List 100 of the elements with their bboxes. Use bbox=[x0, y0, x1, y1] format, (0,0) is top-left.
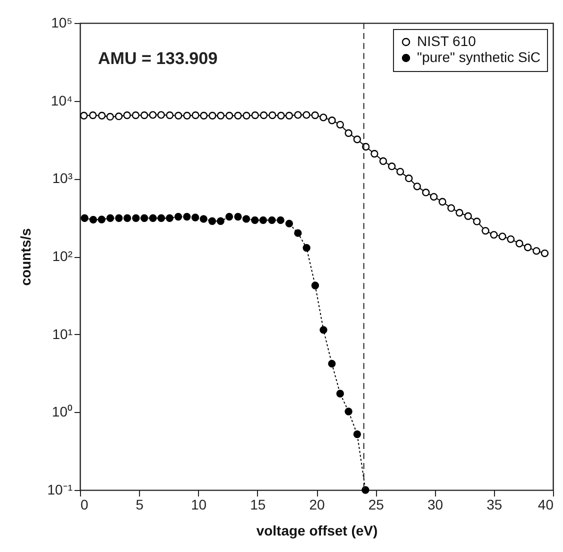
point bbox=[396, 168, 404, 176]
y-axis-title: counts/s bbox=[17, 228, 34, 286]
point bbox=[166, 214, 174, 222]
point bbox=[379, 157, 388, 165]
point bbox=[294, 111, 302, 119]
point bbox=[140, 111, 148, 120]
point bbox=[226, 112, 234, 120]
point bbox=[353, 136, 362, 144]
point bbox=[413, 182, 421, 190]
y-tick-label: 10³ bbox=[52, 170, 73, 186]
point bbox=[183, 112, 191, 120]
point bbox=[516, 240, 524, 248]
point bbox=[251, 111, 259, 120]
y-tick-label: 10⁴ bbox=[50, 92, 72, 108]
point bbox=[191, 214, 200, 222]
point bbox=[157, 111, 165, 119]
point bbox=[123, 111, 131, 120]
point bbox=[174, 112, 182, 120]
point bbox=[311, 282, 320, 290]
point bbox=[320, 326, 328, 334]
point bbox=[277, 112, 285, 120]
point bbox=[344, 129, 352, 137]
point bbox=[438, 198, 446, 206]
point bbox=[268, 111, 276, 120]
point bbox=[123, 214, 132, 222]
point bbox=[276, 216, 284, 224]
point bbox=[268, 216, 276, 224]
x-tick-label: 15 bbox=[250, 496, 266, 512]
point bbox=[242, 215, 250, 223]
point bbox=[328, 360, 336, 368]
point bbox=[285, 112, 294, 120]
point bbox=[200, 215, 208, 223]
point bbox=[208, 112, 216, 120]
legend-label: NIST 610 bbox=[417, 33, 476, 49]
point bbox=[482, 226, 490, 235]
point bbox=[405, 174, 413, 182]
y-tick-label: 10⁻¹ bbox=[47, 482, 73, 498]
point bbox=[251, 216, 259, 224]
x-tick-label: 0 bbox=[80, 496, 88, 512]
point bbox=[234, 212, 242, 221]
point bbox=[234, 112, 242, 120]
y-tick-label: 10¹ bbox=[52, 326, 73, 342]
point bbox=[422, 188, 430, 196]
x-tick-label: 25 bbox=[368, 496, 384, 512]
legend-label: "pure" synthetic SiC bbox=[417, 49, 541, 65]
annotation: AMU = 133.909 bbox=[98, 49, 218, 68]
x-tick-label: 5 bbox=[136, 496, 144, 512]
point bbox=[540, 249, 549, 258]
point bbox=[216, 112, 225, 120]
point bbox=[132, 111, 140, 120]
point bbox=[311, 111, 319, 120]
point bbox=[456, 208, 464, 217]
point bbox=[498, 232, 506, 240]
point bbox=[114, 112, 123, 120]
point bbox=[80, 112, 88, 120]
point bbox=[320, 114, 328, 122]
point bbox=[344, 408, 352, 416]
point bbox=[115, 214, 123, 222]
point bbox=[89, 216, 98, 224]
point bbox=[149, 111, 157, 119]
point bbox=[106, 214, 114, 222]
point bbox=[532, 247, 540, 255]
point bbox=[430, 192, 438, 201]
point bbox=[98, 216, 106, 224]
point bbox=[89, 111, 97, 120]
point bbox=[260, 111, 268, 120]
y-tick-label: 10² bbox=[52, 248, 73, 264]
point bbox=[328, 116, 336, 124]
x-tick-label: 20 bbox=[309, 496, 325, 512]
point bbox=[370, 150, 378, 158]
point bbox=[464, 212, 472, 220]
point bbox=[132, 214, 140, 222]
x-axis-title: voltage offset (eV) bbox=[256, 522, 378, 538]
point bbox=[192, 111, 200, 120]
point bbox=[174, 212, 182, 221]
point bbox=[80, 214, 88, 222]
point bbox=[302, 244, 310, 252]
point bbox=[490, 230, 498, 239]
point bbox=[200, 112, 208, 120]
point bbox=[259, 216, 268, 224]
point bbox=[473, 218, 481, 226]
point bbox=[388, 162, 396, 170]
point bbox=[302, 111, 310, 119]
point bbox=[183, 212, 191, 221]
point bbox=[447, 204, 456, 212]
point bbox=[362, 486, 370, 494]
point bbox=[225, 212, 234, 221]
x-tick-label: 40 bbox=[538, 496, 554, 512]
point bbox=[524, 244, 532, 252]
point bbox=[353, 430, 362, 438]
point bbox=[506, 235, 515, 243]
point bbox=[208, 217, 216, 225]
x-tick-label: 35 bbox=[486, 496, 502, 512]
x-tick-label: 10 bbox=[190, 496, 207, 512]
point bbox=[106, 112, 114, 121]
point bbox=[140, 214, 148, 222]
point bbox=[216, 217, 224, 225]
y-tick-label: 10⁵ bbox=[51, 14, 72, 30]
point bbox=[285, 220, 294, 228]
point bbox=[294, 229, 302, 237]
